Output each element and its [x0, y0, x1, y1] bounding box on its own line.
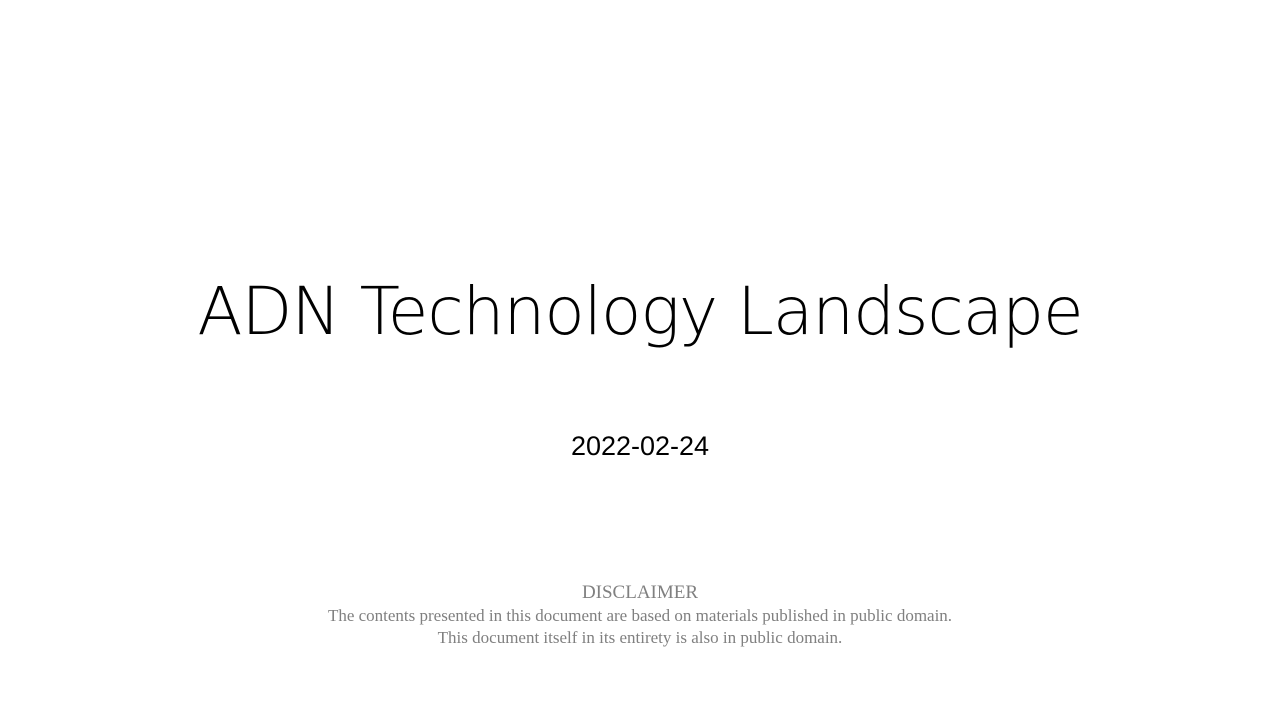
- disclaimer-line-1: The contents presented in this document …: [327, 606, 953, 625]
- slide-date: 2022-02-24: [570, 431, 710, 461]
- disclaimer-heading: DISCLAIMER: [581, 582, 699, 603]
- disclaimer-line-2: This document itself in its entirety is …: [437, 628, 843, 647]
- slide-title: ADN Technology Landscape: [197, 273, 1083, 350]
- disclaimer-block: DISCLAIMER The contents presented in thi…: [0, 581, 1280, 649]
